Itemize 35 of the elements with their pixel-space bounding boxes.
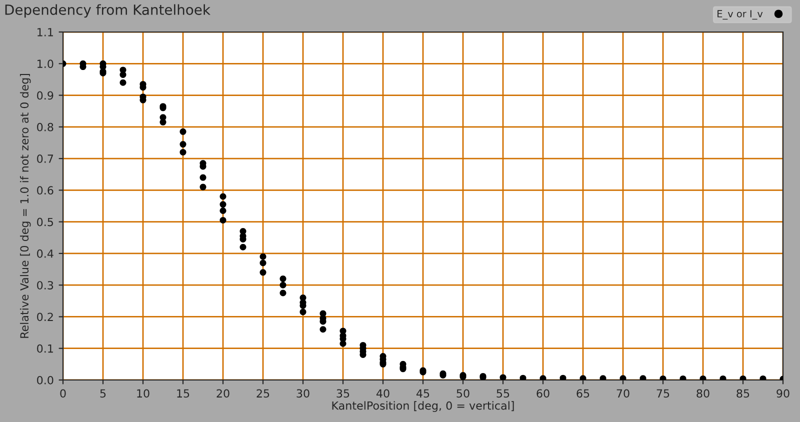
x-tick-label: 20 — [216, 389, 230, 398]
x-tick-label: 55 — [496, 389, 510, 398]
x-tick-label: 35 — [336, 389, 350, 398]
y-tick-label: 0.3 — [37, 281, 54, 290]
x-tick-label: 0 — [60, 389, 66, 398]
y-tick-label: 0.8 — [37, 122, 54, 132]
y-tick-label: 0.1 — [37, 344, 53, 353]
x-tick-label: 15 — [177, 389, 190, 398]
x-tick-label: 75 — [656, 389, 670, 398]
x-tick-label: 45 — [416, 389, 430, 398]
y-tick-label: 0.4 — [37, 249, 54, 258]
y-tick-label: 0.6 — [37, 186, 54, 195]
y-tick-label: 1.0 — [38, 60, 54, 68]
y-tick-label: 0.9 — [37, 91, 54, 100]
x-tick-label: 60 — [536, 389, 550, 398]
x-tick-label: 10 — [137, 389, 150, 398]
y-tick-label: 0.7 — [37, 154, 54, 163]
chart-title: Dependency from Kantelhoek — [5, 4, 210, 18]
x-axis-title: KantelPosition [deg, 0 = vertical] — [332, 401, 514, 412]
x-tick-label: 80 — [696, 389, 710, 398]
x-tick-label: 5 — [100, 389, 106, 398]
x-tick-label: 40 — [376, 389, 390, 398]
y-axis-title: Relative Value [0 deg = 1.0 if not zero at 0 deg] — [20, 74, 31, 338]
x-tick-label: 50 — [456, 389, 470, 398]
x-tick-label: 65 — [576, 389, 590, 398]
legend-label: E_v or I_v — [718, 10, 763, 20]
y-tick-label: 0.0 — [37, 376, 54, 384]
x-tick-label: 90 — [776, 389, 790, 398]
x-tick-label: 30 — [296, 389, 310, 398]
y-tick-label: 1.1 — [38, 28, 53, 36]
x-tick-label: 85 — [736, 389, 750, 398]
x-tick-label: 25 — [256, 389, 270, 398]
y-tick-label: 0.2 — [37, 312, 53, 322]
x-tick-label: 70 — [616, 389, 630, 398]
y-tick-label: 0.5 — [37, 218, 53, 226]
